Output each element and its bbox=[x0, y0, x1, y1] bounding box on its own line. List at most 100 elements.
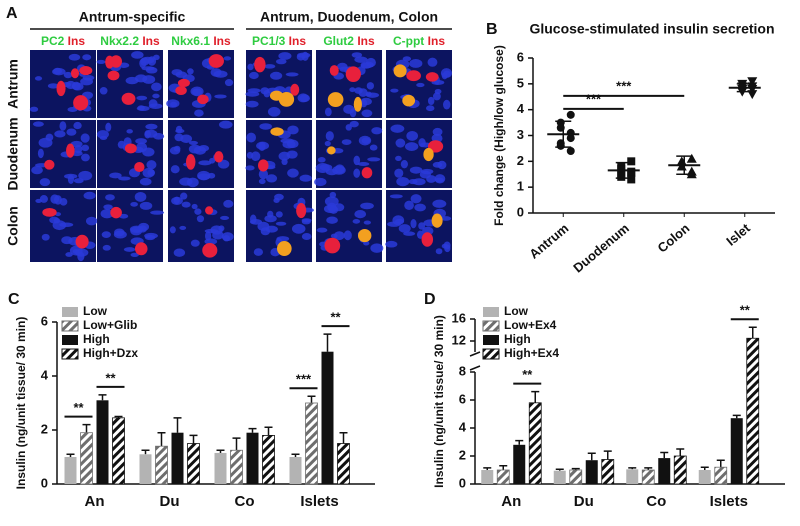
nucleus bbox=[38, 137, 53, 148]
error-bar bbox=[264, 426, 273, 436]
nucleus bbox=[253, 248, 264, 256]
nucleus bbox=[148, 103, 163, 110]
row-label: Antrum bbox=[5, 59, 21, 109]
nucleus bbox=[147, 169, 156, 177]
nucleus bbox=[275, 58, 287, 65]
nucleus bbox=[65, 80, 76, 90]
dot bbox=[617, 165, 626, 174]
error-bar bbox=[499, 465, 508, 470]
bar bbox=[569, 469, 583, 485]
stain-marker: Glut2 bbox=[323, 34, 354, 48]
nucleus bbox=[398, 224, 411, 233]
nucleus bbox=[214, 94, 227, 99]
error-bar bbox=[483, 467, 492, 470]
nucleus bbox=[404, 200, 414, 211]
nucleus bbox=[395, 155, 402, 161]
y-tick-label: 0 bbox=[41, 475, 48, 490]
nucleus bbox=[50, 194, 60, 204]
micrograph bbox=[168, 50, 234, 118]
error-bar bbox=[66, 453, 75, 457]
x-tick-label: Co bbox=[646, 493, 666, 510]
nucleus bbox=[210, 225, 223, 235]
legend-swatch bbox=[482, 320, 500, 332]
cell bbox=[278, 91, 295, 107]
nucleus bbox=[278, 151, 291, 161]
y-tick-label: 2 bbox=[459, 447, 466, 462]
nucleus bbox=[319, 164, 333, 171]
bar bbox=[96, 400, 109, 484]
nucleus bbox=[285, 72, 299, 77]
error-bar bbox=[248, 427, 257, 433]
stain-label: C-ppt Ins bbox=[393, 34, 445, 48]
nucleus bbox=[341, 139, 352, 145]
cell bbox=[329, 65, 339, 76]
nucleus bbox=[68, 53, 81, 61]
nucleus bbox=[441, 72, 448, 80]
nucleus bbox=[169, 146, 181, 155]
panel-label: A bbox=[6, 5, 18, 22]
nucleus bbox=[47, 83, 59, 89]
nucleus bbox=[264, 215, 277, 223]
nucleus bbox=[150, 210, 165, 215]
nucleus bbox=[145, 123, 158, 130]
error-bar bbox=[189, 434, 198, 444]
nucleus bbox=[441, 243, 449, 249]
error-bar bbox=[531, 390, 540, 403]
panel-label: B bbox=[486, 21, 498, 38]
nucleus bbox=[297, 93, 309, 103]
nucleus bbox=[396, 176, 410, 187]
nucleus bbox=[425, 105, 435, 112]
nucleus bbox=[361, 109, 373, 118]
x-tick-label: Antrum bbox=[526, 220, 571, 261]
nucleus bbox=[197, 170, 211, 181]
cell bbox=[107, 70, 120, 81]
nucleus bbox=[102, 244, 111, 251]
nucleus bbox=[358, 135, 372, 146]
y-tick-label: 4 bbox=[459, 419, 467, 434]
stain-counter: Ins bbox=[68, 34, 86, 48]
cell bbox=[296, 202, 307, 219]
nucleus bbox=[427, 57, 438, 67]
row-label: Colon bbox=[5, 206, 21, 246]
nucleus bbox=[173, 248, 186, 257]
bar bbox=[673, 455, 687, 485]
nucleus bbox=[366, 82, 374, 90]
dot bbox=[617, 172, 626, 181]
nucleus bbox=[80, 133, 90, 143]
nucleus bbox=[152, 93, 160, 99]
stain-counter: Ins bbox=[213, 34, 231, 48]
y-tick-label: 4 bbox=[41, 367, 49, 382]
x-tick-label: Colon bbox=[655, 220, 693, 255]
nucleus bbox=[418, 138, 426, 148]
cell bbox=[208, 54, 224, 68]
nucleus bbox=[82, 75, 95, 81]
nucleus bbox=[223, 199, 234, 208]
bar bbox=[321, 351, 334, 484]
error-bar bbox=[82, 423, 91, 433]
nucleus bbox=[409, 59, 423, 68]
cell bbox=[421, 232, 434, 247]
bar bbox=[698, 470, 711, 484]
nucleus bbox=[274, 193, 284, 201]
nucleus bbox=[144, 129, 158, 138]
nucleus bbox=[390, 88, 399, 93]
nucleus bbox=[52, 220, 67, 231]
y-axis-label: Fold change (High/low glucose) bbox=[492, 45, 506, 226]
nucleus bbox=[365, 91, 372, 97]
nucleus bbox=[142, 75, 156, 84]
stain-label: Nkx6.1 Ins bbox=[171, 34, 231, 48]
nucleus bbox=[412, 178, 426, 186]
nucleus bbox=[31, 166, 43, 175]
nucleus bbox=[440, 216, 452, 221]
nucleus bbox=[343, 104, 355, 114]
dot bbox=[566, 134, 575, 143]
nucleus bbox=[146, 160, 157, 170]
dot bbox=[566, 147, 575, 155]
legend-label: High+Dzx bbox=[83, 346, 138, 360]
nucleus bbox=[179, 177, 193, 186]
nucleus bbox=[414, 203, 426, 212]
nucleus bbox=[134, 191, 147, 202]
legend-label: Low bbox=[83, 304, 108, 318]
nucleus bbox=[354, 87, 363, 94]
nucleus bbox=[324, 140, 331, 147]
